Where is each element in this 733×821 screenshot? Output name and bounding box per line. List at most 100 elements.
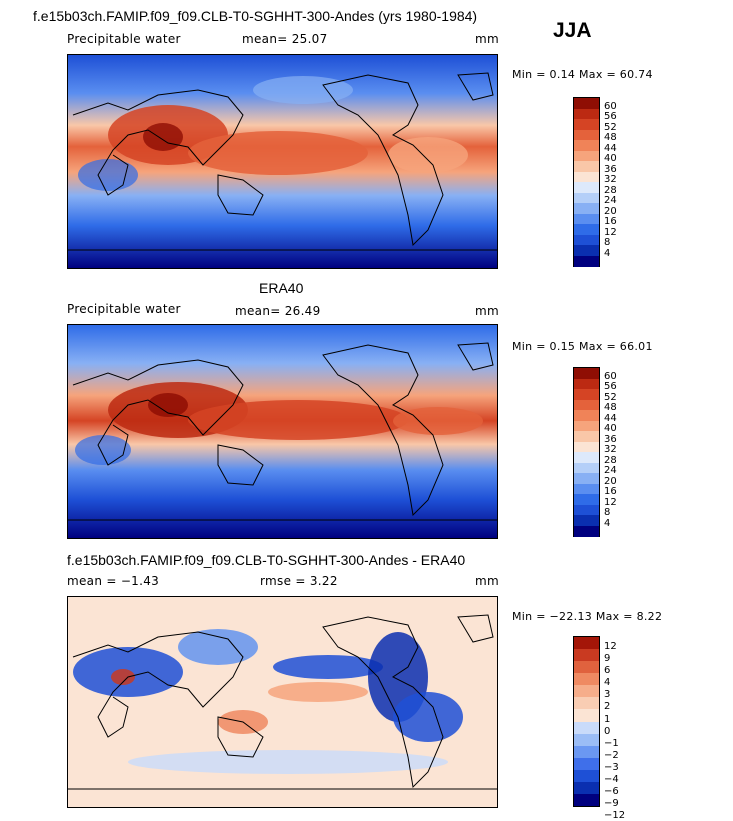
- colorbar-diff-tick-label: −6: [604, 785, 619, 797]
- colorbar-obs-segment: [574, 410, 599, 421]
- colorbar-diff-segment: [574, 637, 599, 650]
- panel2-section-title: ERA40: [259, 280, 304, 296]
- map-model-coastlines: [68, 72, 497, 251]
- colorbar-model-segment: [574, 255, 599, 267]
- map-model-svg: [68, 55, 497, 268]
- colorbar-obs-segment: [574, 378, 599, 390]
- map-diff-svg: [68, 597, 497, 807]
- map-obs-coast-eurasia-africa: [72, 359, 244, 466]
- colorbar-diff-segment: [574, 745, 599, 759]
- colorbar-model-tick-label: 20: [604, 205, 617, 217]
- colorbar-diff-segment: [574, 673, 599, 686]
- panel3-rmse: rmse = 3.22: [260, 574, 338, 588]
- panel3-section-title: f.e15b03ch.FAMIP.f09_f09.CLB-T0-SGHHT-30…: [67, 552, 466, 568]
- colorbar-model-tick-label: 32: [604, 174, 617, 185]
- colorbar-obs-tick-label: 60: [604, 370, 617, 382]
- colorbar-diff: [573, 636, 600, 807]
- colorbar-model-segment: [574, 192, 599, 204]
- colorbar-diff-segment: [574, 649, 599, 662]
- colorbar-diff-segment: [574, 769, 599, 783]
- panel3-min-max: Min = −22.13 Max = 8.22: [512, 610, 663, 623]
- colorbar-diff-tick-label: 4: [604, 677, 611, 689]
- map-obs-coast-americas: [322, 344, 444, 517]
- map-model: [67, 54, 498, 269]
- colorbar-model-tick-label: 24: [604, 195, 617, 206]
- colorbar-obs-segment: [574, 452, 599, 463]
- map-obs-warm-core-pacific: [188, 400, 408, 440]
- colorbar-model-segment: [574, 108, 599, 120]
- map-model-north-pacific: [253, 76, 353, 104]
- colorbar-diff-segment: [574, 661, 599, 674]
- colorbar-model-tick-label: 44: [604, 142, 617, 154]
- colorbar-diff-tick-label: −3: [604, 761, 619, 773]
- colorbar-model-tick-label: 16: [604, 216, 617, 227]
- colorbar-diff-tick-label: 12: [604, 641, 617, 653]
- colorbar-diff-tick-label: −9: [604, 798, 619, 809]
- colorbar-model-tick-label: 52: [604, 121, 617, 133]
- map-obs-coast-australia: [217, 444, 264, 486]
- colorbar-model-tick-label: 12: [604, 226, 617, 238]
- colorbar-model-segment: [574, 150, 599, 162]
- map-obs-coastlines: [68, 342, 497, 521]
- map-obs: [67, 324, 498, 539]
- colorbar-diff-tick-label: −4: [604, 773, 619, 785]
- colorbar-obs-tick-label: 12: [604, 496, 617, 508]
- colorbar-diff-segment: [574, 757, 599, 771]
- colorbar-obs-segment: [574, 483, 599, 495]
- colorbar-obs-tick-label: 16: [604, 486, 617, 497]
- colorbar-obs-segment: [574, 368, 599, 379]
- colorbar-obs-tick-label: 44: [604, 412, 617, 424]
- map-diff-dry-asia: [178, 629, 258, 665]
- map-diff: [67, 596, 498, 808]
- colorbar-model-segment: [574, 234, 599, 246]
- colorbar-obs-tick-label: 4: [604, 517, 611, 529]
- colorbar-model-segment: [574, 140, 599, 151]
- map-model-warm-core-pacific: [188, 131, 368, 175]
- colorbar-model-segment: [574, 182, 599, 193]
- panel2-min-max: Min = 0.15 Max = 66.01: [512, 340, 653, 353]
- map-model-warm-atlantic: [388, 137, 468, 173]
- colorbar-diff-segment: [574, 685, 599, 698]
- colorbar-model-tick-label: 56: [604, 111, 617, 122]
- colorbar-model: [573, 97, 600, 267]
- colorbar-obs-tick-label: 40: [604, 423, 617, 434]
- colorbar-model-segment: [574, 119, 599, 130]
- map-diff-southern-band: [128, 750, 448, 774]
- colorbar-obs-segment: [574, 420, 599, 432]
- map-diff-coast-greenland: [457, 614, 494, 643]
- main-title: f.e15b03ch.FAMIP.f09_f09.CLB-T0-SGHHT-30…: [33, 8, 478, 24]
- map-diff-dry-pacific: [273, 655, 383, 679]
- map-obs-warm-atlantic: [393, 407, 483, 435]
- map-diff-coast-americas: [322, 616, 444, 789]
- colorbar-model-segment: [574, 213, 599, 225]
- colorbar-diff-tick-label: 9: [604, 653, 611, 665]
- colorbar-obs-segment: [574, 389, 599, 400]
- colorbar-model-segment: [574, 203, 599, 214]
- colorbar-model-segment: [574, 245, 599, 256]
- colorbar-diff-segment: [574, 697, 599, 710]
- colorbar-model-segment: [574, 171, 599, 183]
- map-model-coast-americas: [322, 74, 444, 247]
- colorbar-obs-tick-label: 24: [604, 465, 617, 476]
- colorbar-obs-segment: [574, 515, 599, 526]
- map-model-coast-eurasia-africa: [72, 89, 244, 196]
- colorbar-diff-tick-label: −2: [604, 749, 619, 761]
- colorbar-model-segment: [574, 224, 599, 235]
- panel3-units: mm: [475, 574, 499, 588]
- map-obs-max-region: [148, 393, 188, 417]
- colorbar-obs-segment: [574, 441, 599, 453]
- season-label: JJA: [553, 19, 592, 42]
- panel3-mean: mean = −1.43: [67, 574, 160, 588]
- map-diff-coastlines: [68, 614, 497, 790]
- colorbar-obs-tick-label: 56: [604, 381, 617, 392]
- colorbar-model-segment: [574, 161, 599, 172]
- colorbar-diff-segment: [574, 709, 599, 722]
- colorbar-diff-tick-label: −1: [604, 737, 619, 749]
- colorbar-diff-tick-label: 1: [604, 713, 611, 725]
- colorbar-obs-tick-label: 36: [604, 433, 617, 445]
- map-model-max-region: [143, 123, 183, 151]
- colorbar-model-tick-label: 40: [604, 153, 617, 164]
- map-diff-dry-south-america: [393, 692, 463, 742]
- panel1-mean: mean= 25.07: [242, 32, 328, 46]
- map-diff-wet-spot: [111, 669, 135, 685]
